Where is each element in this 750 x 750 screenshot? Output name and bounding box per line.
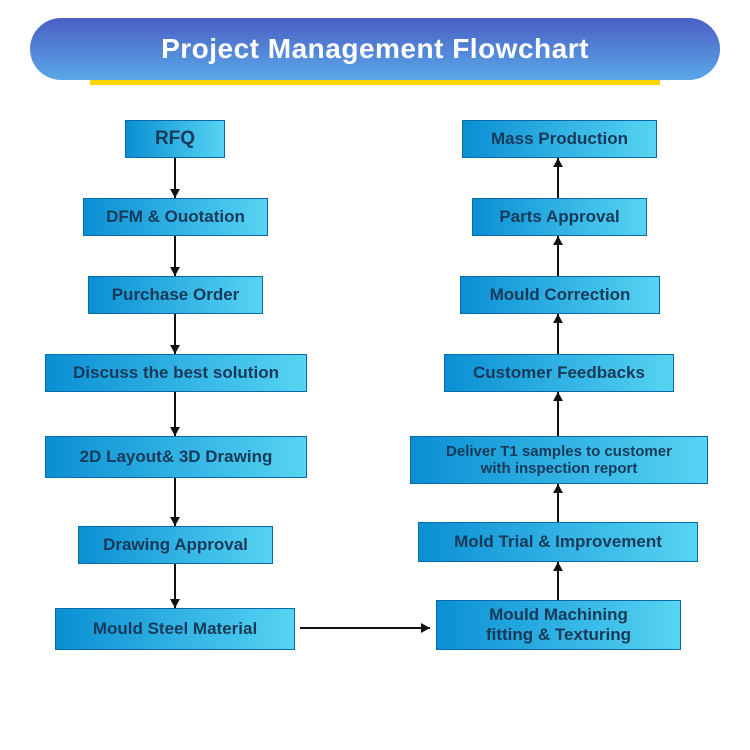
arrow-a10 bbox=[553, 392, 563, 436]
flow-node-po: Purchase Order bbox=[88, 276, 263, 314]
title-bar: Project Management Flowchart bbox=[30, 18, 720, 80]
arrow-a6 bbox=[170, 564, 180, 608]
arrow-a1 bbox=[170, 158, 180, 198]
flow-node-feedback: Customer Feedbacks bbox=[444, 354, 674, 392]
flow-node-machining: Mould Machining fitting & Texturing bbox=[436, 600, 681, 650]
arrow-a13 bbox=[553, 158, 563, 198]
arrow-a4 bbox=[170, 392, 180, 436]
arrow-a5 bbox=[170, 478, 180, 526]
flow-node-steel: Mould Steel Material bbox=[55, 608, 295, 650]
title-text: Project Management Flowchart bbox=[161, 33, 589, 65]
flow-node-trial: Mold Trial & Improvement bbox=[418, 522, 698, 562]
flow-node-deliver: Deliver T1 samples to customer with insp… bbox=[410, 436, 708, 484]
flow-node-mass: Mass Production bbox=[462, 120, 657, 158]
flow-node-layout: 2D Layout& 3D Drawing bbox=[45, 436, 307, 478]
arrow-a8 bbox=[553, 562, 563, 600]
arrow-a12 bbox=[553, 236, 563, 276]
arrow-a9 bbox=[553, 484, 563, 522]
flow-node-drawapp: Drawing Approval bbox=[78, 526, 273, 564]
flow-node-rfq: RFQ bbox=[125, 120, 225, 158]
flow-node-dfm: DFM & Ouotation bbox=[83, 198, 268, 236]
arrow-a11 bbox=[553, 314, 563, 354]
title-underline bbox=[90, 80, 660, 85]
arrow-a2 bbox=[170, 236, 180, 276]
arrow-a3 bbox=[170, 314, 180, 354]
flow-node-discuss: Discuss the best solution bbox=[45, 354, 307, 392]
flow-node-correction: Mould Correction bbox=[460, 276, 660, 314]
flow-node-partsapp: Parts Approval bbox=[472, 198, 647, 236]
arrow-a7 bbox=[300, 623, 430, 633]
